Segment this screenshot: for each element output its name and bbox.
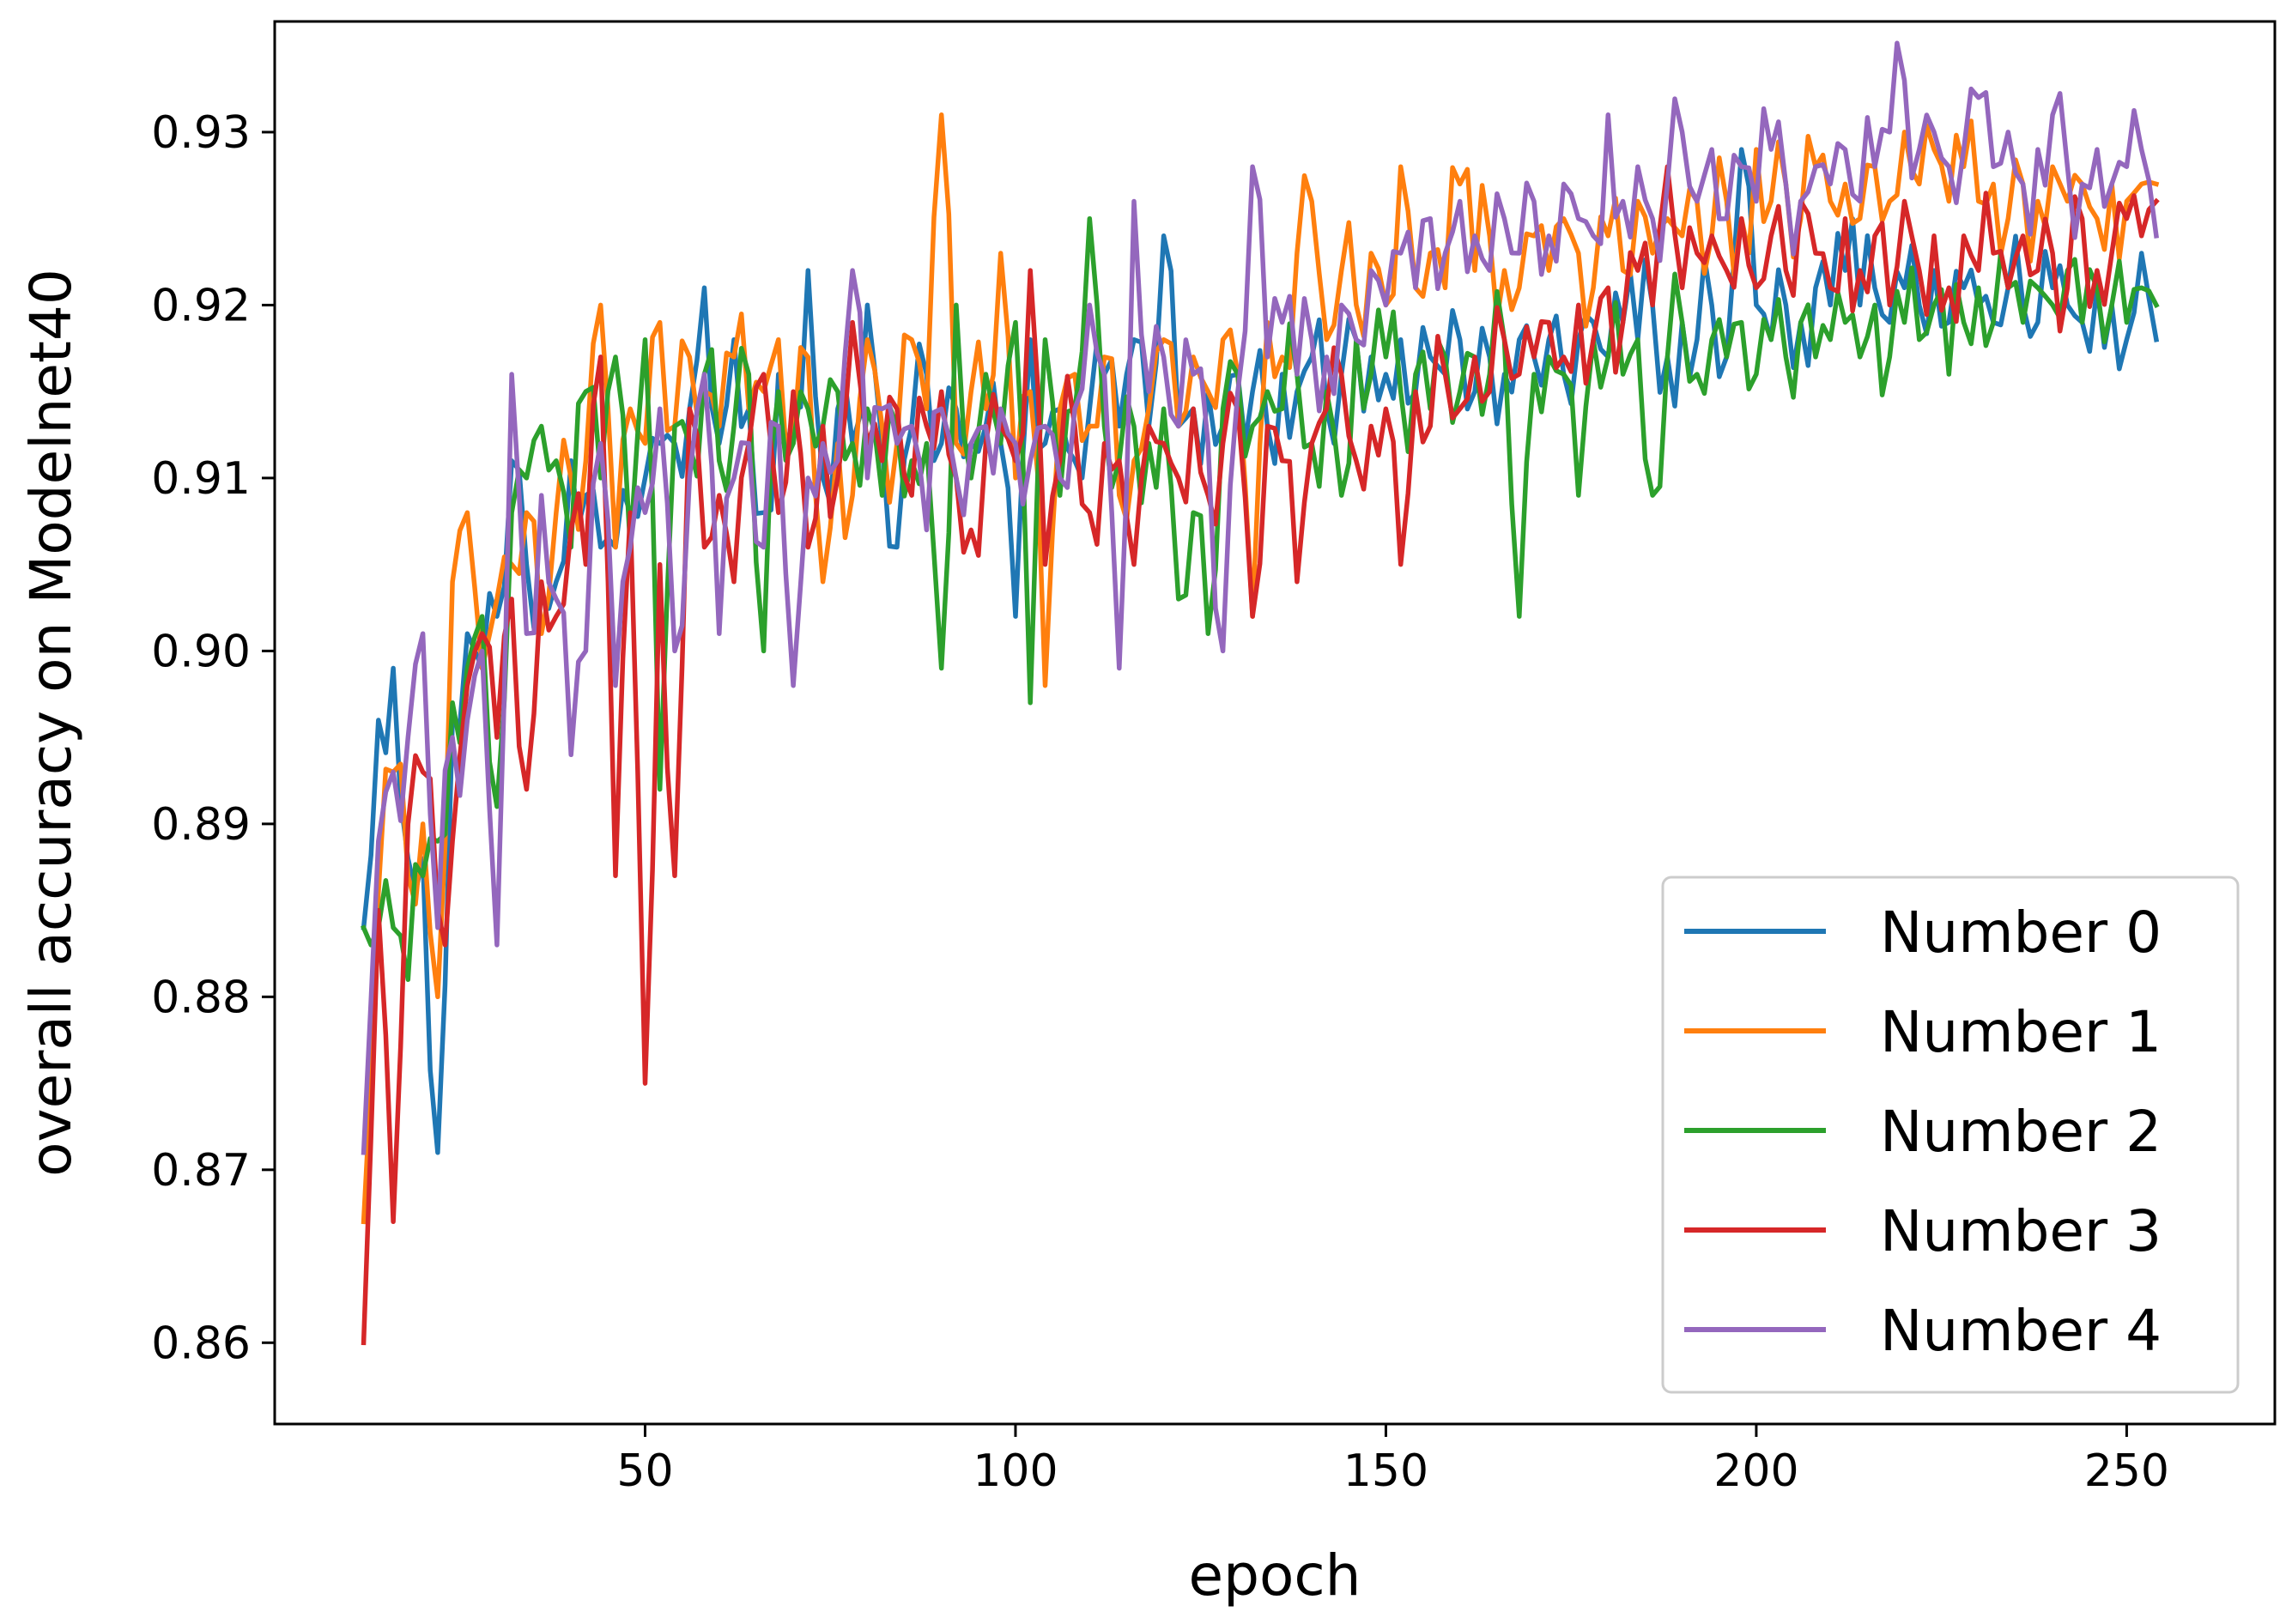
- x-tick-label: 150: [1343, 1445, 1428, 1497]
- y-tick-label: 0.91: [151, 453, 251, 505]
- y-axis-label: overall accuracy on Modelnet40: [18, 269, 84, 1177]
- y-tick-label: 0.93: [151, 107, 251, 159]
- x-tick-label: 200: [1713, 1445, 1798, 1497]
- series-layer: [360, 40, 2160, 1346]
- y-tick-label: 0.90: [151, 626, 251, 677]
- series-line-4: [361, 40, 2159, 1155]
- y-tick-label: 0.92: [151, 280, 251, 331]
- legend-label: Number 2: [1880, 1099, 2162, 1165]
- legend-label: Number 3: [1880, 1198, 2162, 1264]
- series-line-3: [361, 164, 2160, 1346]
- legend: Number 0 Number 1 Number 2 Number 3 Number 4: [1661, 876, 2240, 1394]
- x-tick-label: 100: [973, 1445, 1058, 1497]
- plot-frame: [273, 20, 2277, 1426]
- legend-label: Number 4: [1880, 1298, 2162, 1364]
- y-tick-label: 0.88: [151, 972, 251, 1023]
- y-tick-label: 0.86: [151, 1318, 251, 1369]
- y-axis-ticks: 0.86 0.87 0.88 0.89 0.90 0.91 0.92 0.93: [151, 107, 275, 1369]
- x-axis-label: epoch: [1189, 1542, 1361, 1609]
- x-tick-label: 250: [2084, 1445, 2169, 1497]
- legend-box: [1661, 876, 2240, 1394]
- y-tick-label: 0.89: [151, 799, 251, 851]
- x-axis-ticks: 50 100 150 200 250: [616, 1424, 2169, 1497]
- legend-label: Number 0: [1880, 900, 2162, 966]
- y-tick-label: 0.87: [151, 1145, 251, 1197]
- series-line-2: [360, 215, 2160, 982]
- legend-label: Number 1: [1880, 999, 2162, 1065]
- x-tick-label: 50: [616, 1445, 673, 1497]
- series-line-1: [361, 112, 2160, 1225]
